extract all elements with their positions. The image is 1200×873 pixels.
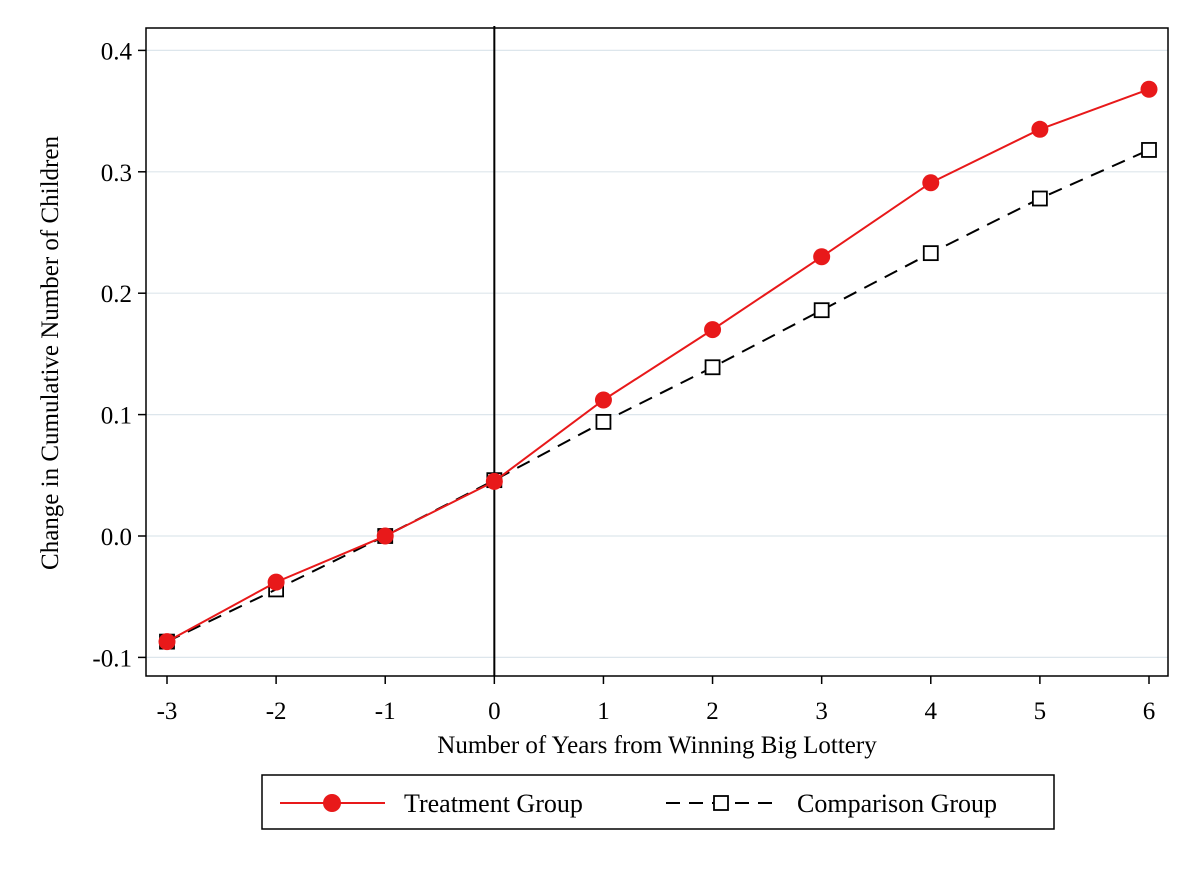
y-tick-label: -0.1 (92, 645, 132, 672)
plot-frame (145, 27, 1169, 677)
data-point (1141, 142, 1157, 158)
x-tick-label: 0 (488, 698, 501, 725)
x-tick-label: 1 (597, 698, 610, 725)
data-point (1140, 80, 1158, 98)
data-point (922, 174, 940, 192)
x-tick-label: 2 (706, 698, 719, 725)
y-tick-label: 0.4 (101, 38, 133, 65)
data-point (922, 245, 939, 262)
series-line (166, 88, 1150, 643)
x-tick-label: -3 (157, 698, 178, 725)
legend: Treatment Group Comparison Group (261, 774, 1055, 830)
x-axis-title: Number of Years from Winning Big Lottery (437, 732, 877, 759)
legend-comparison-marker (713, 795, 729, 811)
series-line (166, 148, 1150, 643)
legend-comparison-label: Comparison Group (797, 789, 997, 818)
data-point (594, 391, 612, 409)
x-axis-ticks: -3 -2 -1 0 1 2 3 4 5 6 (157, 676, 1156, 725)
data-point (813, 302, 830, 319)
legend-box (261, 774, 1055, 830)
data-point (376, 527, 394, 545)
series-treatment (158, 80, 1158, 651)
legend-treatment-marker (323, 794, 341, 812)
y-tick-label: 0.3 (101, 160, 132, 187)
x-tick-label: 5 (1034, 698, 1047, 725)
y-tick-label: 0.1 (101, 403, 132, 430)
data-point (485, 472, 503, 490)
legend-treatment-label: Treatment Group (404, 789, 583, 818)
x-tick-label: -2 (266, 698, 287, 725)
series-comparison (159, 142, 1157, 650)
data-point (267, 573, 285, 591)
series-layer (158, 80, 1158, 651)
x-tick-label: 4 (925, 698, 938, 725)
x-tick-label: -1 (375, 698, 396, 725)
data-point (1031, 120, 1049, 138)
y-tick-label: 0.0 (101, 524, 132, 551)
data-point (158, 633, 176, 651)
y-axis-title: Change in Cumulative Number of Children (37, 136, 64, 570)
data-point (1031, 190, 1048, 207)
y-axis-ticks: -0.1 0.0 0.1 0.2 0.3 0.4 (92, 38, 146, 672)
data-point (704, 321, 722, 339)
grid-lines (146, 49, 1168, 659)
data-point (595, 413, 612, 430)
y-tick-label: 0.2 (101, 281, 132, 308)
x-tick-label: 3 (815, 698, 828, 725)
x-tick-label: 6 (1143, 698, 1156, 725)
data-point (813, 248, 831, 266)
data-point (704, 359, 721, 376)
